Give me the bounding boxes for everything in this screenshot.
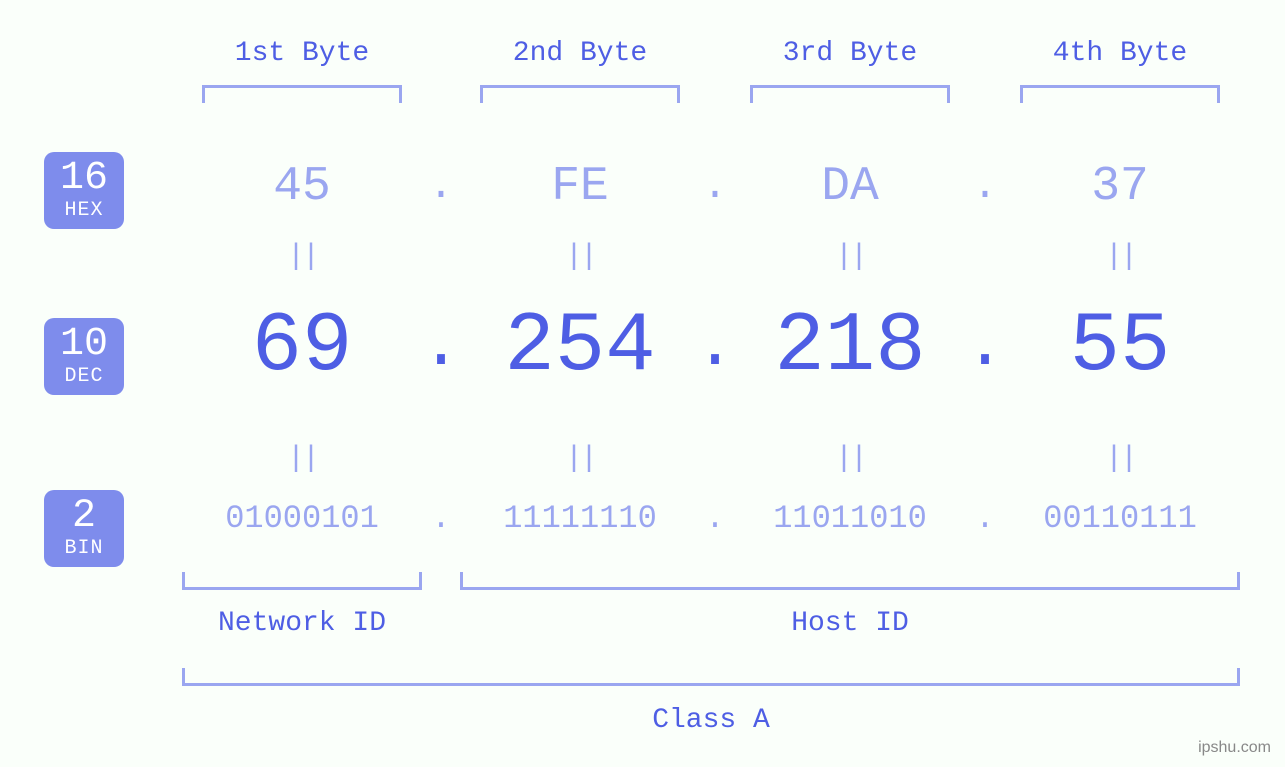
badge-label: BIN <box>44 538 124 559</box>
byte-header-3: 3rd Byte <box>730 38 970 69</box>
hex-byte-3: DA <box>710 160 990 214</box>
base-badge-hex: 16HEX <box>44 152 124 229</box>
equals-r2-c2: || <box>550 442 610 476</box>
equals-r1-c2: || <box>550 240 610 274</box>
network-id-bracket <box>182 572 422 590</box>
bin-byte-4: 00110111 <box>980 500 1260 537</box>
byte-bracket-2 <box>480 85 680 103</box>
byte-bracket-4 <box>1020 85 1220 103</box>
equals-r1-c1: || <box>272 240 332 274</box>
dec-byte-1: 69 <box>162 300 442 395</box>
equals-r1-c4: || <box>1090 240 1150 274</box>
badge-label: DEC <box>44 366 124 387</box>
dec-byte-3: 218 <box>710 300 990 395</box>
network-id-label: Network ID <box>182 608 422 639</box>
equals-r2-c3: || <box>820 442 880 476</box>
byte-header-4: 4th Byte <box>1000 38 1240 69</box>
watermark: ipshu.com <box>1198 739 1271 757</box>
equals-r1-c3: || <box>820 240 880 274</box>
class-label: Class A <box>182 705 1240 736</box>
hex-byte-1: 45 <box>162 160 442 214</box>
badge-label: HEX <box>44 200 124 221</box>
hex-byte-2: FE <box>440 160 720 214</box>
bin-byte-2: 11111110 <box>440 500 720 537</box>
base-badge-bin: 2BIN <box>44 490 124 567</box>
class-bracket <box>182 668 1240 686</box>
equals-r2-c1: || <box>272 442 332 476</box>
byte-header-1: 1st Byte <box>182 38 422 69</box>
bin-byte-3: 11011010 <box>710 500 990 537</box>
host-id-bracket <box>460 572 1240 590</box>
badge-num: 2 <box>44 496 124 538</box>
byte-bracket-1 <box>202 85 402 103</box>
dec-byte-2: 254 <box>440 300 720 395</box>
dec-byte-4: 55 <box>980 300 1260 395</box>
diagram-canvas: 16HEX 10DEC 2BIN 1st Byte 2nd Byte 3rd Byte 4t… <box>0 0 1285 767</box>
byte-header-2: 2nd Byte <box>460 38 700 69</box>
bin-byte-1: 01000101 <box>162 500 442 537</box>
equals-r2-c4: || <box>1090 442 1150 476</box>
byte-bracket-3 <box>750 85 950 103</box>
badge-num: 16 <box>44 158 124 200</box>
base-badge-dec: 10DEC <box>44 318 124 395</box>
hex-byte-4: 37 <box>980 160 1260 214</box>
badge-num: 10 <box>44 324 124 366</box>
host-id-label: Host ID <box>460 608 1240 639</box>
